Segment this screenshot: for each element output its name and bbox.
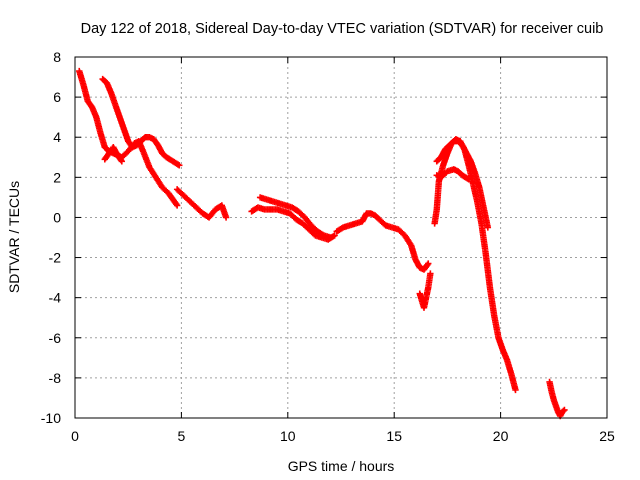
data-point <box>174 161 182 168</box>
data-point <box>117 156 125 164</box>
data-point <box>173 201 180 208</box>
chart-title: Day 122 of 2018, Sidereal Day-to-day VTE… <box>81 21 604 37</box>
data-point <box>424 261 431 268</box>
x-tick-label: 20 <box>493 428 509 444</box>
x-tick-label: 10 <box>280 428 296 444</box>
series-segment-6 <box>256 194 334 241</box>
plot-frame <box>74 56 608 419</box>
grid <box>75 57 607 418</box>
y-tick-label: -8 <box>49 370 62 386</box>
y-tick-label: 6 <box>53 89 61 105</box>
series-segment-10 <box>433 138 492 231</box>
x-tick-label: 15 <box>386 428 402 444</box>
y-tick-label: -4 <box>49 290 62 306</box>
data-point <box>425 260 432 267</box>
axis-ticks: 0 5 10 15 20 25 -10 -8 -6 -4 -2 0 2 4 6 8 <box>41 49 615 444</box>
x-tick-label: 5 <box>178 428 186 444</box>
data-point <box>512 386 519 394</box>
series-segment-7 <box>333 210 432 273</box>
data-point <box>464 175 471 182</box>
data-point <box>173 202 181 209</box>
y-tick-label: -2 <box>49 250 62 266</box>
data-point <box>561 406 568 414</box>
data-point <box>465 176 472 183</box>
series-segment-11 <box>433 166 472 183</box>
data-point <box>222 214 230 221</box>
series-segment-2 <box>99 75 183 169</box>
series-segment-8 <box>416 270 434 311</box>
y-tick-label: -10 <box>41 410 61 426</box>
y-tick-label: -6 <box>49 330 62 346</box>
data-point <box>484 224 492 231</box>
data-point <box>427 270 434 277</box>
x-tick-label: 0 <box>71 428 79 444</box>
x-axis-label: GPS time / hours <box>288 458 395 474</box>
series-segment-4 <box>173 186 230 221</box>
series-segment-12 <box>546 378 568 420</box>
data-point <box>118 158 126 165</box>
y-tick-label: 8 <box>53 49 61 65</box>
data-point <box>331 232 338 239</box>
y-tick-label: 4 <box>53 129 61 145</box>
series-segment-3 <box>101 144 126 165</box>
data-point <box>560 407 567 415</box>
data-point <box>176 162 183 169</box>
y-axis-label: SDTVAR / TECUs <box>6 181 22 293</box>
y-tick-label: 0 <box>53 209 61 225</box>
y-tick-label: 2 <box>53 169 61 185</box>
x-tick-label: 25 <box>599 428 615 444</box>
data-points <box>76 67 568 420</box>
data-point <box>327 234 334 241</box>
